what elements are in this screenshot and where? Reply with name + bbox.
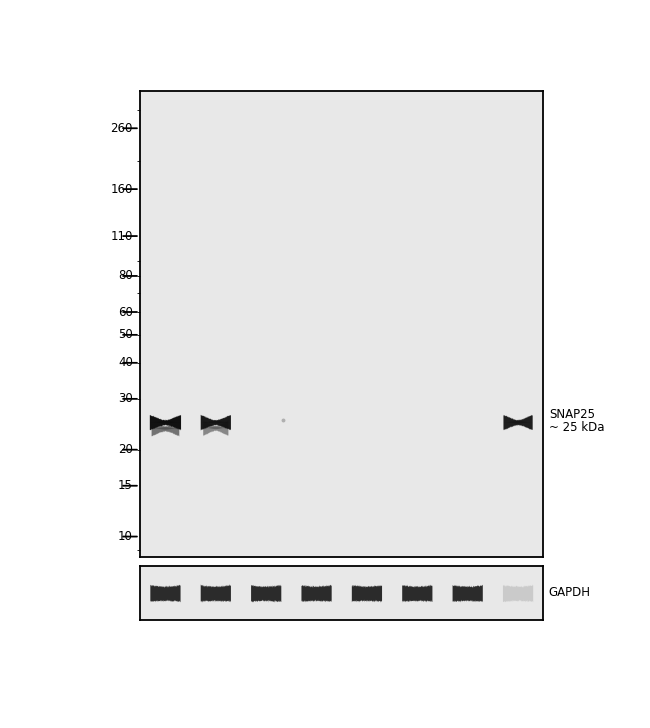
Text: 40: 40 bbox=[118, 356, 133, 369]
Text: 110: 110 bbox=[111, 229, 133, 242]
Text: 50: 50 bbox=[118, 328, 133, 341]
Text: 260: 260 bbox=[111, 122, 133, 135]
Text: 30: 30 bbox=[118, 392, 133, 405]
Text: 10: 10 bbox=[118, 530, 133, 543]
Text: 80: 80 bbox=[118, 269, 133, 282]
Text: 20: 20 bbox=[118, 443, 133, 456]
Text: 60: 60 bbox=[118, 306, 133, 319]
Text: SNAP25: SNAP25 bbox=[549, 408, 595, 421]
Text: GAPDH: GAPDH bbox=[549, 587, 591, 599]
Text: 160: 160 bbox=[111, 183, 133, 196]
Text: ~ 25 kDa: ~ 25 kDa bbox=[549, 422, 605, 435]
Text: 15: 15 bbox=[118, 479, 133, 492]
